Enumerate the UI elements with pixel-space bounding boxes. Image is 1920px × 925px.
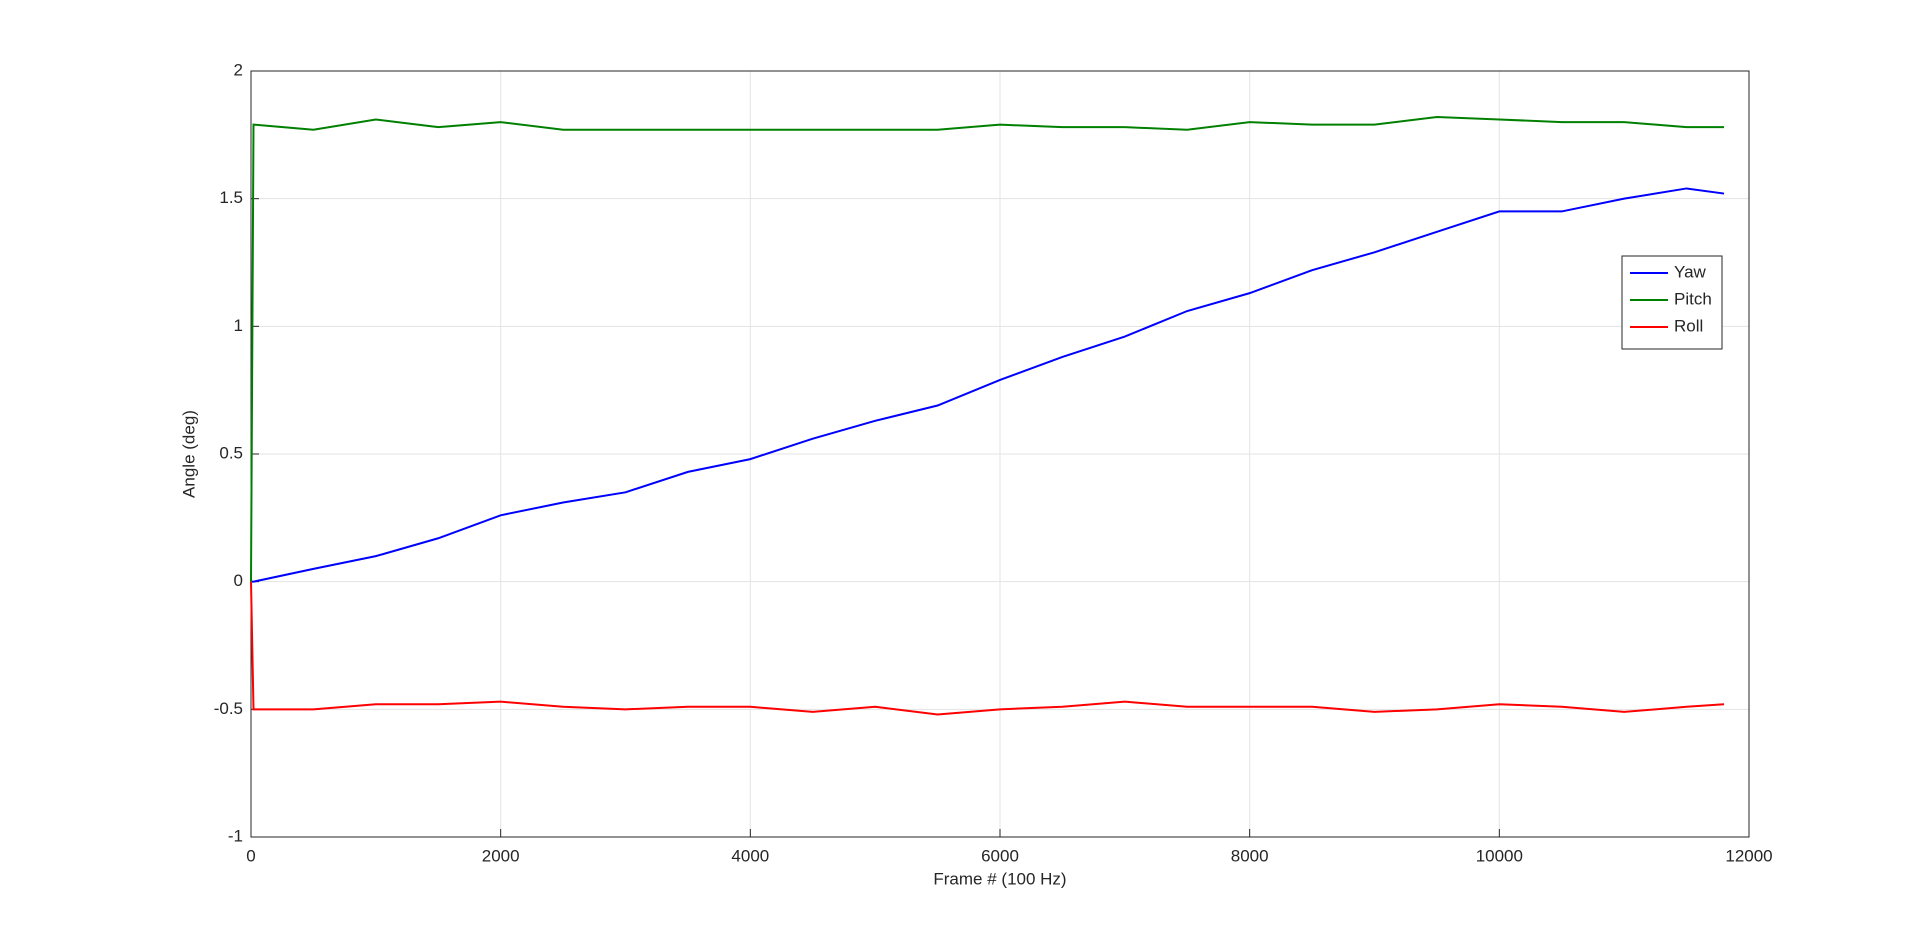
y-tick-label: -1	[228, 826, 243, 845]
legend-box	[1621, 255, 1723, 350]
x-tick-label: 0	[246, 846, 255, 865]
x-tick-label: 10000	[1476, 846, 1523, 865]
legend-label: Roll	[1674, 316, 1703, 335]
series-line	[250, 581, 1725, 716]
y-tick-label: 0.5	[219, 443, 243, 462]
x-axis-label: Frame # (100 Hz)	[933, 869, 1066, 888]
series-line	[250, 115, 1725, 582]
legend-label: Pitch	[1674, 289, 1712, 308]
y-tick-label: -0.5	[214, 699, 243, 718]
x-tick-label: 4000	[731, 846, 769, 865]
y-tick-label: 1.5	[219, 188, 243, 207]
y-tick-label: 0	[234, 571, 243, 590]
x-tick-label: 2000	[482, 846, 520, 865]
y-tick-label: 1	[234, 316, 243, 335]
x-tick-label: 6000	[981, 846, 1019, 865]
y-axis-label: Angle (deg)	[179, 410, 198, 498]
x-tick-label: 8000	[1231, 846, 1269, 865]
x-tick-label: 12000	[1725, 846, 1772, 865]
y-tick-label: 2	[234, 60, 243, 79]
legend-label: Yaw	[1674, 262, 1707, 281]
series-line	[251, 187, 1725, 583]
